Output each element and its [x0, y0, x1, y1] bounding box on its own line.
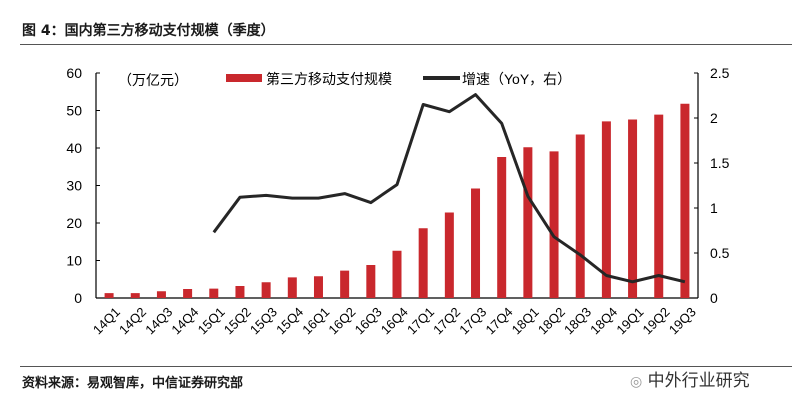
growth-line	[212, 93, 686, 284]
x-tick-label: 16Q4	[378, 304, 411, 337]
x-tick-label: 17Q4	[482, 304, 515, 337]
watermark: ◎ 中外行业研究	[630, 366, 750, 391]
bar-17Q4	[497, 157, 507, 298]
x-tick-label: 18Q1	[509, 304, 542, 337]
bar-17Q1	[418, 228, 428, 298]
bar-19Q1	[628, 119, 638, 298]
x-tick-label: 18Q3	[561, 304, 594, 337]
source-note: 资料来源：易观智库，中信证券研究部	[22, 376, 244, 391]
x-tick-label: 17Q1	[404, 304, 437, 337]
bar-14Q4	[183, 289, 193, 298]
x-tick-label: 19Q3	[666, 304, 699, 337]
right-tick-label: 0	[710, 290, 718, 306]
bar-19Q2	[654, 114, 664, 298]
unit-label: （万亿元）	[118, 72, 188, 88]
x-tick-label: 14Q1	[90, 304, 123, 337]
left-tick-label: 30	[66, 178, 82, 194]
x-tick-label: 15Q4	[273, 304, 306, 337]
bar-14Q1	[104, 293, 114, 298]
x-tick-label: 14Q4	[168, 304, 201, 337]
x-tick-label: 17Q2	[430, 304, 463, 337]
x-tick-label: 17Q3	[456, 304, 489, 337]
right-tick-label: 0.5	[710, 245, 730, 261]
bar-17Q2	[444, 212, 454, 298]
x-tick-label: 18Q2	[535, 304, 568, 337]
bar-18Q1	[523, 147, 533, 298]
x-tick-label: 18Q4	[587, 304, 620, 337]
bar-16Q4	[392, 250, 402, 298]
x-tick-label: 16Q3	[352, 304, 385, 337]
bar-19Q3	[680, 103, 690, 298]
bar-14Q3	[156, 291, 166, 298]
x-tick-label: 15Q2	[221, 304, 254, 337]
x-tick-label: 19Q1	[613, 304, 646, 337]
left-tick-label: 0	[74, 290, 82, 306]
left-tick-label: 20	[66, 215, 82, 231]
x-tick-label: 14Q2	[116, 304, 149, 337]
bar-16Q2	[340, 270, 350, 298]
legend-bar-swatch	[226, 74, 262, 82]
left-tick-label: 40	[66, 140, 82, 156]
bar-18Q2	[549, 151, 559, 298]
bottom-divider	[20, 366, 792, 367]
bar-15Q4	[287, 277, 297, 298]
bar-15Q2	[235, 286, 245, 298]
top-divider	[20, 44, 792, 45]
right-tick-label: 1.5	[710, 155, 730, 171]
legend-bar-label: 第三方移动支付规模	[266, 71, 392, 87]
wechat-icon: ◎	[630, 374, 643, 390]
left-tick-label: 10	[66, 253, 82, 269]
bar-15Q3	[261, 282, 271, 298]
bar-18Q4	[601, 121, 611, 298]
bar-16Q1	[313, 276, 323, 298]
x-tick-label: 15Q1	[195, 304, 228, 337]
figure-title: 图 4：国内第三方移动支付规模（季度）	[22, 23, 275, 39]
bar-15Q1	[209, 288, 219, 298]
bar-17Q3	[471, 188, 481, 298]
legend-line-label: 增速（YoY，右）	[462, 71, 571, 87]
bar-18Q3	[575, 134, 585, 298]
left-tick-label: 50	[66, 103, 82, 119]
x-tick-label: 15Q3	[247, 304, 280, 337]
x-tick-label: 14Q3	[142, 304, 175, 337]
chart: 010203040506000.511.522.5（万亿元）14Q114Q214…	[66, 65, 730, 337]
right-tick-label: 2	[710, 110, 718, 126]
x-tick-label: 16Q2	[325, 304, 358, 337]
x-tick-label: 19Q2	[640, 304, 673, 337]
right-tick-label: 1	[710, 200, 718, 216]
right-tick-label: 2.5	[710, 65, 730, 81]
x-tick-label: 16Q1	[299, 304, 332, 337]
left-tick-label: 60	[66, 65, 82, 81]
bar-16Q3	[366, 265, 376, 298]
watermark-text: 中外行业研究	[647, 371, 750, 391]
bar-14Q2	[130, 293, 140, 298]
